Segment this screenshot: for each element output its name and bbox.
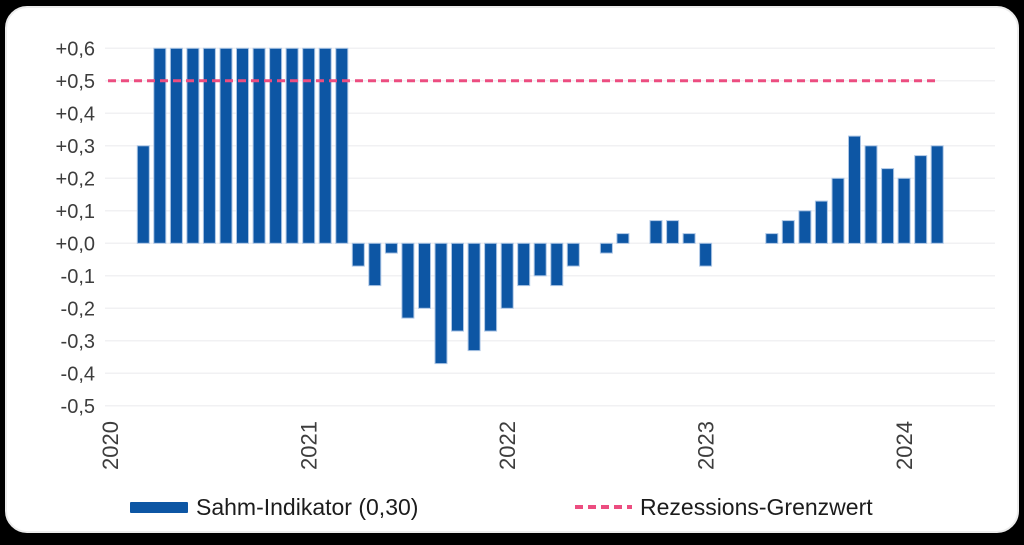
y-axis-tick-label: -0,4 — [61, 363, 95, 385]
bar — [666, 220, 680, 244]
legend-item-rezessions-grenzwert: Rezessions-Grenzwert — [575, 492, 873, 522]
bar — [384, 242, 398, 254]
bar — [186, 47, 200, 244]
bar — [649, 220, 663, 244]
bar — [153, 47, 167, 244]
bar — [881, 168, 895, 244]
bar — [252, 47, 266, 244]
x-axis-tick-label: 2023 — [694, 421, 719, 470]
bar — [599, 242, 613, 254]
bar — [550, 242, 564, 287]
bar — [814, 200, 828, 244]
bar — [930, 145, 944, 244]
bar — [351, 242, 365, 267]
bar — [335, 47, 349, 244]
y-axis-tick-label: -0,1 — [61, 266, 95, 288]
bar — [285, 47, 299, 244]
y-axis-tick-label: +0,6 — [56, 38, 95, 60]
bar — [765, 233, 779, 244]
bar — [467, 242, 481, 352]
y-axis-tick-label: +0,1 — [56, 201, 95, 223]
x-axis-tick-label: 2024 — [892, 421, 917, 470]
y-axis-tick-label: +0,5 — [56, 71, 95, 93]
sahm-indicator-bar-chart: +0,6 +0,5 +0,4 +0,3 +0,2 +0,1 +0,0 -0,1 -0,2 -0,3… — [56, 38, 995, 470]
bar — [517, 242, 531, 287]
y-axis-tick-label: -0,2 — [61, 298, 95, 320]
y-axis-tick-label: -0,5 — [61, 396, 95, 418]
bar — [831, 177, 845, 244]
bar — [484, 242, 498, 332]
bar — [169, 47, 183, 244]
dashed-line-swatch-icon — [575, 505, 632, 509]
bar — [897, 177, 911, 244]
chart-legend: Sahm-Indikator (0,30) Rezessions-Grenzwe… — [0, 492, 1024, 522]
y-axis-tick-label: -0,3 — [61, 331, 95, 353]
bar — [699, 242, 713, 267]
y-axis-tick-label: +0,0 — [56, 233, 95, 255]
bar — [500, 242, 514, 309]
x-axis-tick-label: 2021 — [297, 421, 322, 470]
bar — [269, 47, 283, 244]
bar — [236, 47, 249, 244]
bar — [848, 135, 861, 244]
bar — [864, 145, 878, 244]
bar — [451, 242, 464, 332]
y-axis-tick-label: +0,3 — [56, 136, 95, 158]
bar — [136, 145, 150, 244]
bar-swatch-icon — [130, 501, 188, 513]
bar — [616, 233, 630, 244]
bar — [418, 242, 431, 309]
bar — [302, 47, 316, 244]
bar — [781, 220, 795, 244]
bar — [318, 47, 332, 244]
x-axis-tick-label: 2020 — [98, 421, 123, 470]
legend-item-sahm-indikator: Sahm-Indikator (0,30) — [130, 492, 418, 522]
bar — [566, 242, 580, 267]
bar — [798, 210, 812, 244]
y-axis-tick-label: +0,4 — [56, 103, 95, 125]
bar — [533, 242, 547, 277]
y-axis-tick-label: +0,2 — [56, 168, 95, 190]
bar — [914, 155, 928, 244]
x-axis-tick-label: 2022 — [495, 421, 520, 470]
bar — [202, 47, 216, 244]
bar — [434, 242, 448, 365]
bar — [368, 242, 382, 287]
bar — [401, 242, 415, 319]
bar — [219, 47, 233, 244]
legend-label-rezessions-grenzwert: Rezessions-Grenzwert — [640, 493, 873, 520]
legend-label-sahm-indikator: Sahm-Indikator (0,30) — [196, 493, 419, 520]
bar — [682, 233, 696, 244]
